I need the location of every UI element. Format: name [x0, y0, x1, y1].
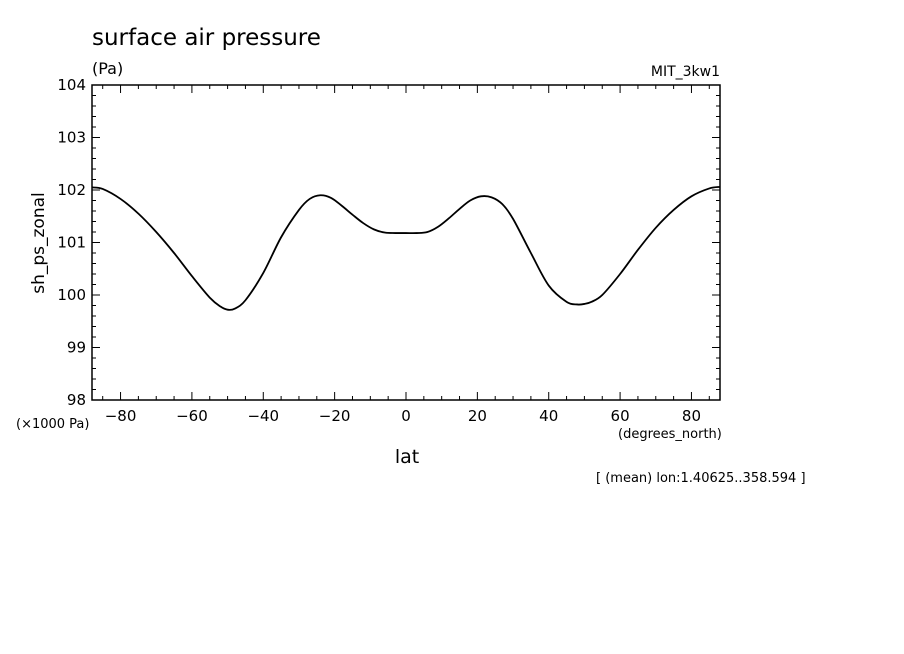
x-tick-label: −40 [247, 407, 279, 425]
y-tick-labels: 98 99 100 101 102 103 104 [57, 76, 86, 409]
y-tick-label: 99 [67, 339, 86, 357]
plot-frame [91, 84, 721, 401]
chart-title: surface air pressure [92, 25, 321, 51]
x-tick-label: 40 [539, 407, 558, 425]
y-tick-label: 98 [67, 391, 86, 409]
x-tick-labels: −80 −60 −40 −20 0 20 40 60 80 [105, 407, 701, 425]
x-units-label: (degrees_north) [618, 427, 722, 442]
y-tick-label: 103 [57, 129, 86, 147]
x-tick-label: −60 [176, 407, 208, 425]
x-tick-label: −80 [105, 407, 137, 425]
x-tick-label: −20 [319, 407, 351, 425]
y-tick-label: 100 [57, 286, 86, 304]
x-tick-label: 0 [401, 407, 411, 425]
y-tick-label: 104 [57, 76, 86, 94]
y-axis-label: sh_ps_zonal [29, 192, 49, 294]
series-line [91, 185, 721, 311]
footnote: [ (mean) lon:1.40625..358.594 ] [596, 471, 806, 486]
dataset-label: MIT_3kw1 [651, 64, 720, 80]
x-axis-label: lat [395, 446, 419, 468]
x-tick-label: 20 [468, 407, 487, 425]
x-tick-label: 80 [682, 407, 701, 425]
axis-ticks [92, 84, 720, 401]
y-tick-label: 102 [57, 181, 86, 199]
x-tick-label: 60 [611, 407, 630, 425]
units-label: (Pa) [92, 59, 123, 78]
y-tick-label: 101 [57, 234, 86, 252]
y-scale-note: (×1000 Pa) [16, 417, 89, 432]
